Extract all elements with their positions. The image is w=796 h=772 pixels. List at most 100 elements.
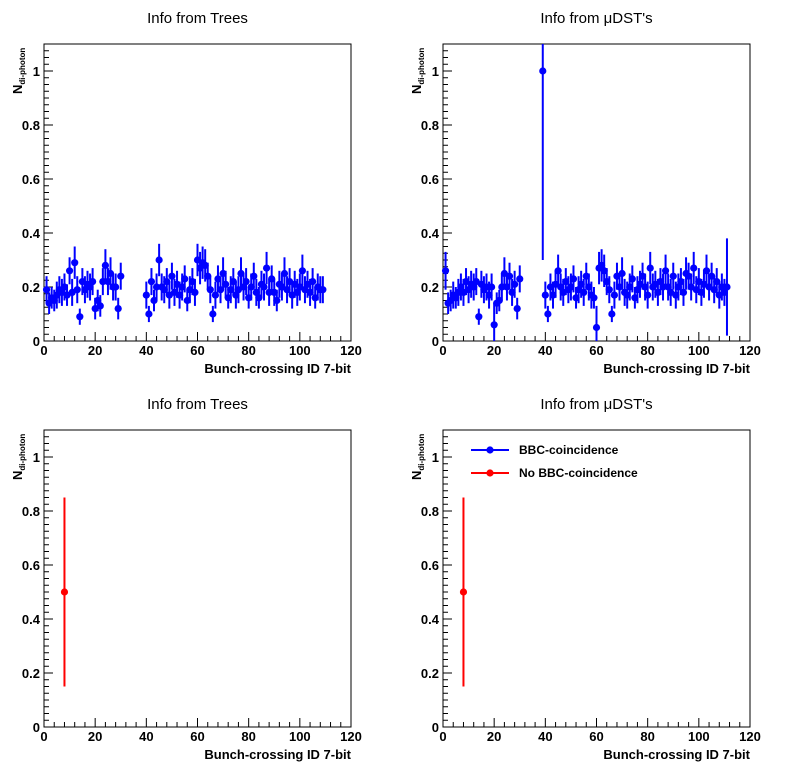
- y-axis-label-sub: di-photon: [18, 434, 27, 471]
- y-tick-label: 0.8: [421, 504, 439, 519]
- data-point: [168, 272, 176, 280]
- data-point: [610, 291, 619, 299]
- y-tick-label: 0.4: [421, 612, 440, 627]
- legend-swatch-marker: [486, 469, 494, 477]
- x-tick-label: 0: [40, 343, 47, 358]
- chart-panel-3: Info from Trees 0 20 40 60 80 100 120 0 0.2 0.4 0.6…: [10, 396, 362, 762]
- data-point: [152, 283, 161, 291]
- data-point: [89, 278, 97, 286]
- y-axis-label-main: N: [409, 471, 424, 480]
- data-point: [580, 288, 588, 296]
- data-point: [319, 286, 327, 294]
- data-point: [65, 267, 74, 275]
- x-axis-label: Bunch-crossing ID 7-bit: [603, 361, 750, 376]
- x-tick-label: 60: [589, 343, 603, 358]
- y-tick-label: 0.6: [421, 172, 439, 187]
- y-axis-label-sub: di-photon: [417, 434, 426, 471]
- x-tick-label: 120: [340, 729, 362, 744]
- x-tick-label: 40: [139, 343, 153, 358]
- x-tick-label: 120: [340, 343, 362, 358]
- y-tick-label: 0.2: [22, 280, 40, 295]
- data-point: [669, 272, 677, 280]
- legend-swatch-marker: [486, 446, 494, 454]
- data-point: [142, 291, 150, 299]
- data-point: [262, 264, 271, 272]
- y-axis-label: Ndi-photon: [10, 434, 27, 480]
- y-tick-label: 0: [33, 720, 40, 735]
- data-point: [513, 305, 521, 313]
- x-tick-label: 20: [88, 729, 102, 744]
- data-point: [679, 288, 688, 296]
- data-point: [569, 275, 578, 283]
- data-point: [96, 302, 104, 310]
- y-tick-label: 1: [432, 64, 439, 79]
- data-point: [273, 296, 281, 305]
- chart-title: Info from Trees: [147, 396, 248, 413]
- data-point: [539, 67, 547, 75]
- data-point: [511, 280, 519, 288]
- data-point: [73, 286, 81, 294]
- data-point: [702, 267, 711, 275]
- y-tick-label: 0: [432, 720, 439, 735]
- data-point: [112, 283, 120, 291]
- data-point: [117, 272, 125, 280]
- data-point: [280, 269, 289, 278]
- y-tick-label: 0: [432, 334, 439, 349]
- legend-label: BBC-coincidence: [519, 443, 619, 457]
- data-point: [101, 261, 109, 269]
- chart-panel-1: Info from Trees 0 20 40 60 80 100 120 0 0.2 0.4 0.6…: [10, 10, 362, 376]
- y-tick-label: 0.8: [421, 118, 439, 133]
- x-tick-label: 40: [538, 343, 552, 358]
- x-tick-label: 80: [241, 729, 255, 744]
- y-axis-label: Ndi-photon: [409, 434, 426, 480]
- data-point: [181, 275, 189, 283]
- y-axis-label-main: N: [10, 85, 25, 94]
- chart-panel-2: Info from μDST's 0 20 40 60 80 100 120 0 0.2 0.4 0.…: [409, 10, 761, 376]
- x-tick-label: 100: [688, 729, 710, 744]
- x-tick-label: 0: [439, 729, 446, 744]
- plot-frame: [43, 429, 352, 728]
- data-point: [71, 259, 79, 267]
- chart-title: Info from Trees: [147, 10, 248, 27]
- data-point: [488, 283, 496, 291]
- data-point: [618, 269, 626, 278]
- y-tick-label: 0: [33, 334, 40, 349]
- data-point: [592, 323, 601, 332]
- x-tick-label: 100: [688, 343, 710, 358]
- data-point: [250, 272, 258, 280]
- data-point: [661, 267, 670, 275]
- y-axis-label: Ndi-photon: [409, 48, 426, 94]
- data-point: [459, 588, 468, 596]
- y-axis-label-sub: di-photon: [417, 48, 426, 85]
- data-point: [76, 313, 84, 321]
- y-axis-label: Ndi-photon: [10, 48, 27, 94]
- y-tick-label: 0.8: [22, 118, 40, 133]
- data-point: [516, 275, 524, 283]
- y-axis-label-sub: di-photon: [18, 48, 27, 85]
- x-tick-label: 60: [190, 729, 204, 744]
- x-tick-label: 40: [538, 729, 552, 744]
- y-tick-label: 0.6: [22, 172, 40, 187]
- data-point: [155, 256, 163, 264]
- data-point: [723, 283, 731, 291]
- x-tick-label: 0: [439, 343, 446, 358]
- data-point: [211, 291, 220, 299]
- data-point: [114, 305, 122, 313]
- y-axis-label-main: N: [409, 85, 424, 94]
- y-tick-label: 0.6: [421, 558, 439, 573]
- data-point: [628, 275, 636, 283]
- x-tick-label: 60: [589, 729, 603, 744]
- x-tick-label: 20: [487, 729, 501, 744]
- x-tick-label: 80: [640, 343, 654, 358]
- data-point: [42, 286, 51, 294]
- y-tick-label: 0.2: [22, 666, 40, 681]
- y-axis-label-main: N: [10, 471, 25, 480]
- data-point: [541, 291, 549, 299]
- x-tick-label: 20: [487, 343, 501, 358]
- x-tick-label: 60: [190, 343, 204, 358]
- legend-label: No BBC-coincidence: [519, 466, 638, 480]
- x-axis-label: Bunch-crossing ID 7-bit: [603, 747, 750, 762]
- y-tick-label: 0.4: [421, 226, 440, 241]
- y-tick-label: 0.4: [22, 612, 41, 627]
